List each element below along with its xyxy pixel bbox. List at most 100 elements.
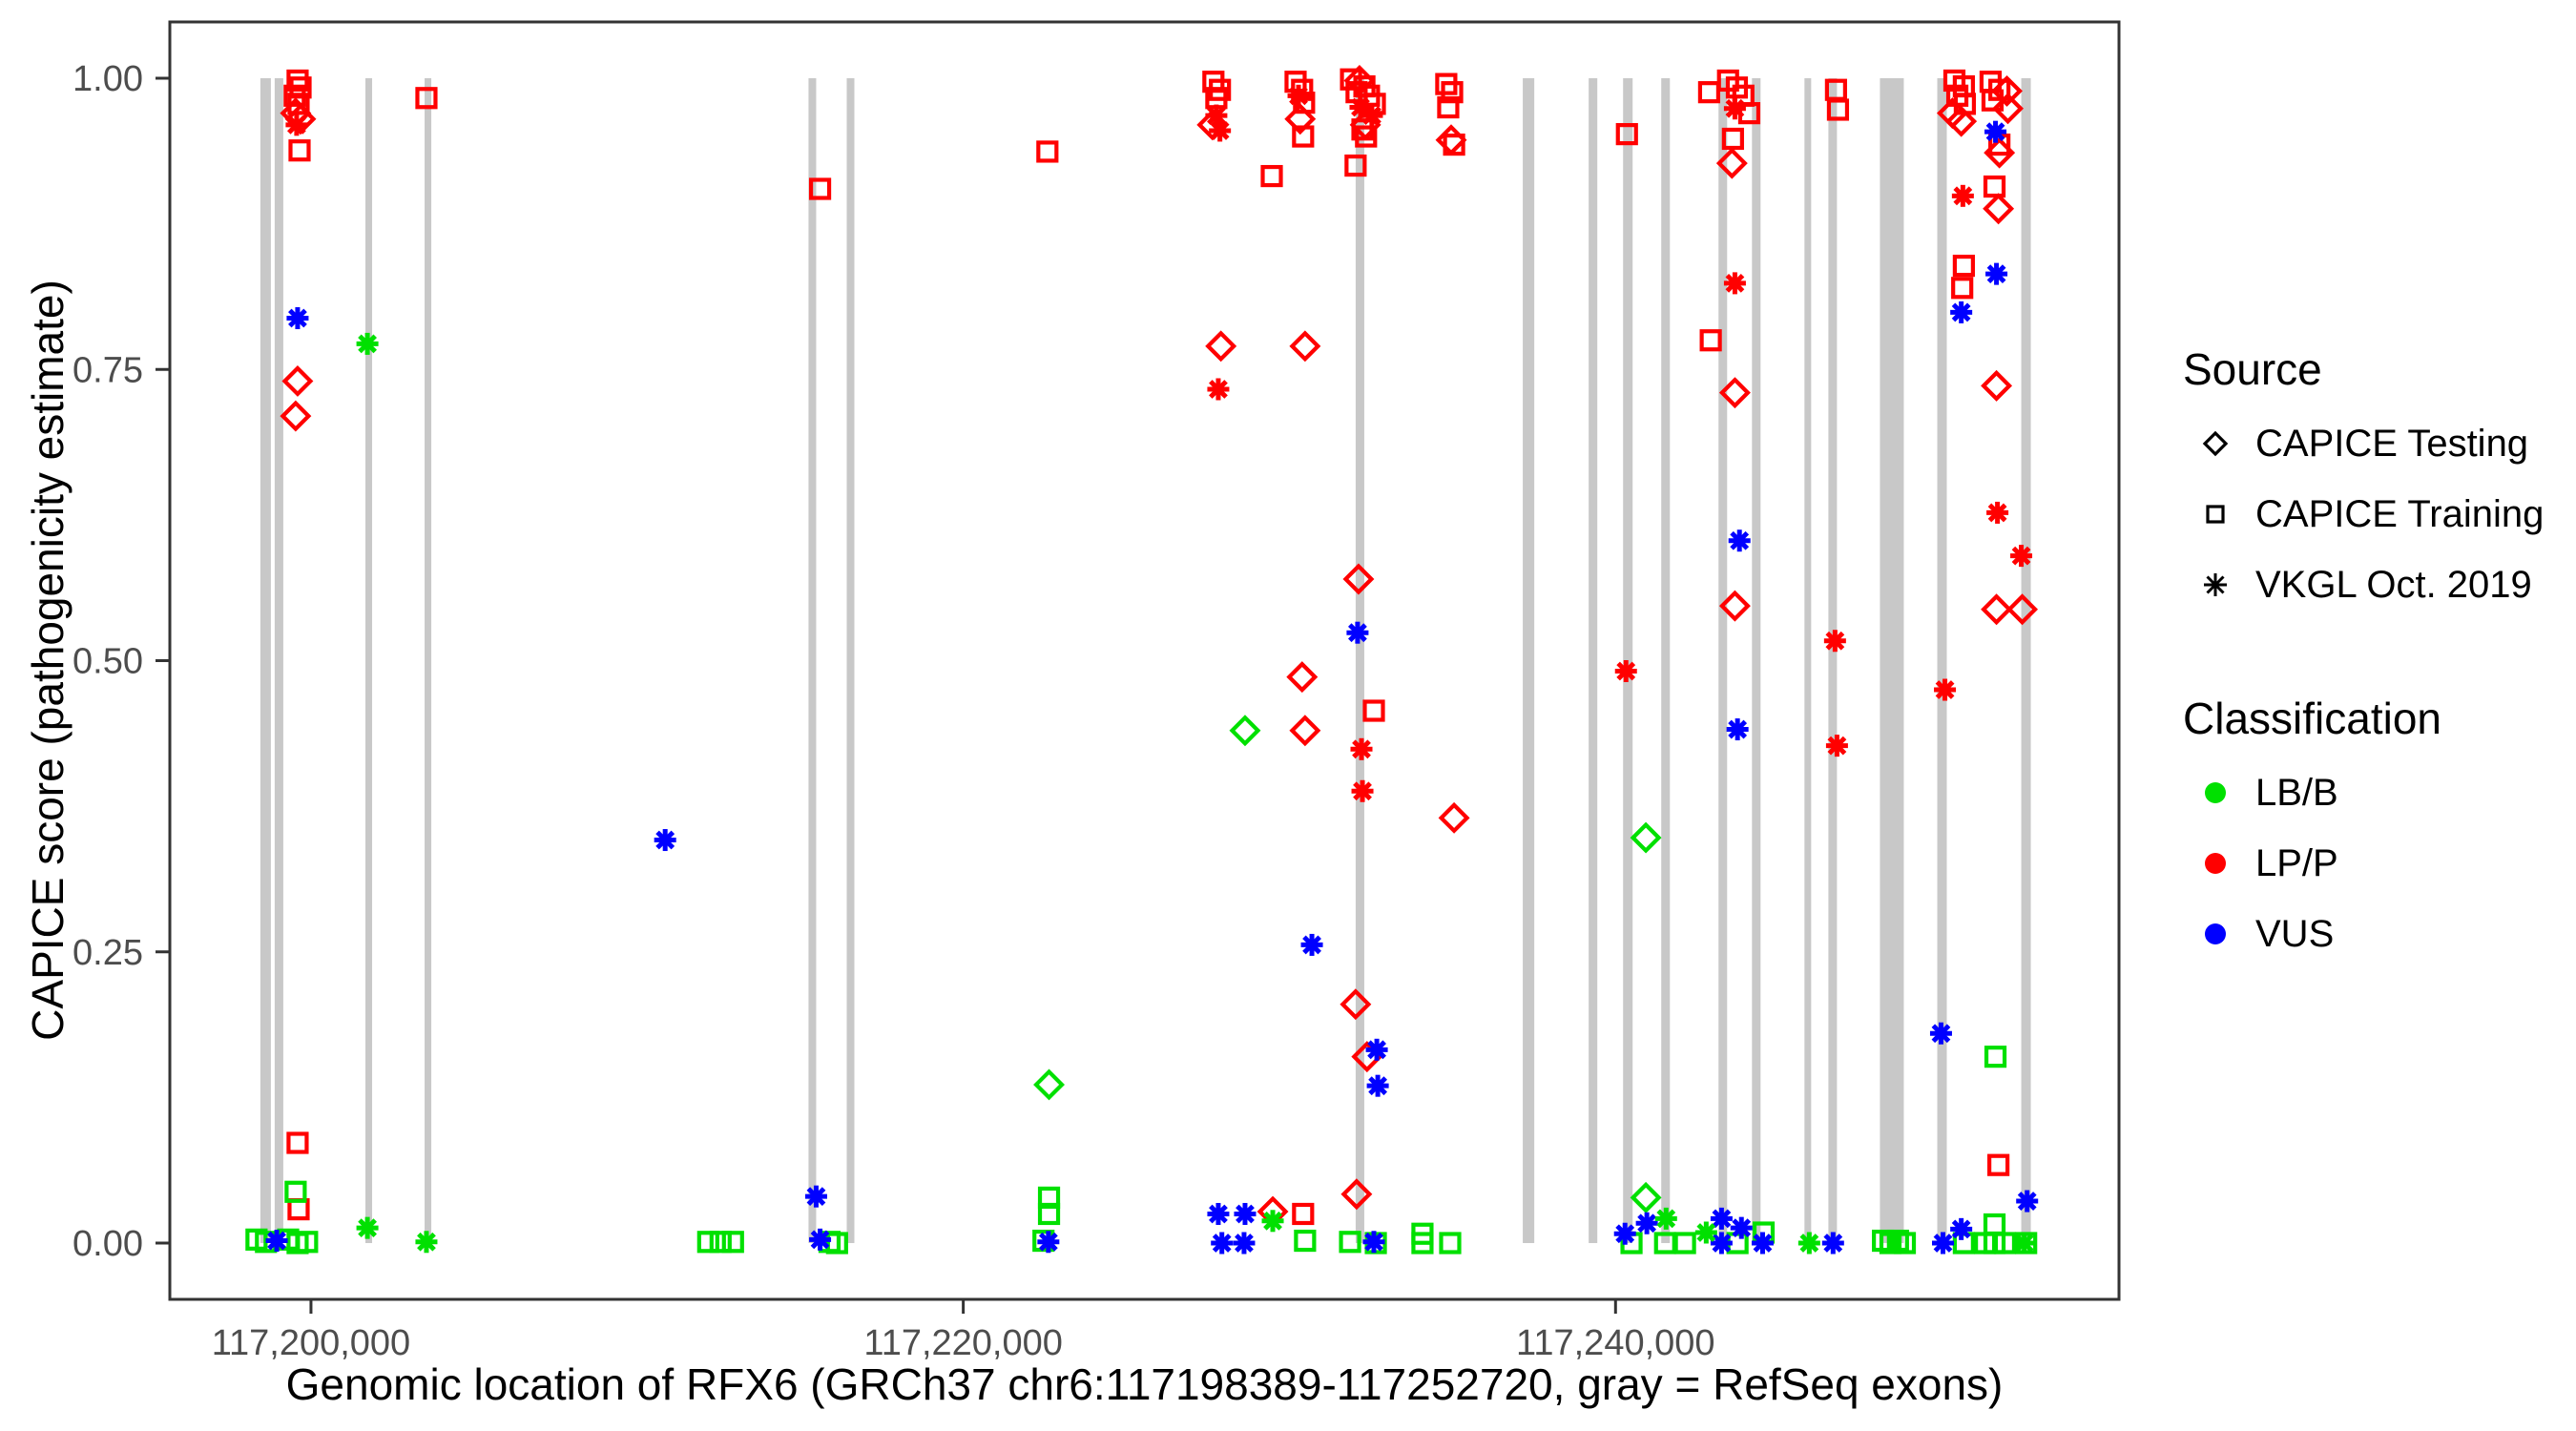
data-point-asterisk <box>1821 1232 1844 1255</box>
data-point-asterisk <box>1635 1212 1658 1234</box>
exon-bar <box>1828 78 1838 1243</box>
data-point-square <box>1983 1213 2006 1236</box>
data-point-asterisk <box>1823 630 1846 653</box>
data-point-square <box>1952 254 1975 278</box>
data-point-asterisk <box>1797 1232 1820 1255</box>
legend-item-vus: VUS <box>2183 910 2574 958</box>
data-point-diamond <box>1630 821 1662 854</box>
y-tick-label: 1.00 <box>73 59 143 99</box>
exon-bar <box>1661 78 1671 1243</box>
data-point-asterisk <box>1366 1074 1389 1097</box>
data-point-asterisk <box>1710 1207 1733 1230</box>
data-point-diamond <box>1289 715 1321 747</box>
exon-bar <box>260 78 271 1243</box>
data-point-diamond <box>280 400 312 432</box>
data-point-diamond <box>1343 64 1376 96</box>
exon-bar <box>1589 78 1598 1243</box>
data-point-asterisk <box>1350 737 1373 760</box>
data-point-asterisk <box>1037 1231 1060 1254</box>
data-point-asterisk <box>1985 262 2008 285</box>
data-point-asterisk <box>1287 84 1310 107</box>
data-point-diamond <box>1033 1068 1065 1101</box>
plot-panel-border <box>168 20 2121 1301</box>
data-point-square <box>296 1231 319 1254</box>
y-tick-label: 0.00 <box>73 1224 143 1264</box>
data-point-square <box>1615 123 1638 146</box>
data-point-square <box>1339 1231 1361 1254</box>
data-point-diamond <box>1340 1178 1373 1211</box>
data-point-square <box>808 177 832 200</box>
y-tick-label: 0.25 <box>73 933 143 973</box>
data-point-diamond <box>1945 105 1978 137</box>
data-point-asterisk <box>1207 1202 1230 1225</box>
y-tick-label: 0.50 <box>73 642 143 682</box>
exon-bar <box>808 78 817 1243</box>
data-point-asterisk <box>1723 97 1746 120</box>
data-point-asterisk <box>1362 1231 1385 1254</box>
data-point-asterisk <box>1351 779 1374 802</box>
data-point-asterisk <box>1751 1232 1774 1255</box>
square-icon <box>2183 495 2248 533</box>
data-point-asterisk <box>1211 1232 1234 1255</box>
data-point-asterisk <box>415 1231 438 1254</box>
data-point-square <box>721 1231 744 1254</box>
y-tick-label: 0.75 <box>73 350 143 390</box>
exon-bar <box>274 78 283 1243</box>
data-point-square <box>1292 1202 1315 1226</box>
data-point-square <box>1441 81 1464 104</box>
data-point-square <box>1439 1232 1462 1255</box>
legend-item-label: VUS <box>2255 912 2335 955</box>
data-point-asterisk <box>356 1216 379 1239</box>
exon-bar <box>1523 78 1535 1243</box>
legend-source-title: Source <box>2183 344 2322 394</box>
data-point-asterisk <box>1261 1210 1284 1233</box>
data-point-diamond <box>1991 74 2023 107</box>
data-point-asterisk <box>1730 1216 1753 1239</box>
x-tick-label: 117,240,000 <box>1516 1323 1715 1363</box>
data-point-asterisk <box>285 114 308 136</box>
lpp-dot-icon <box>2183 844 2248 882</box>
x-tick-label: 117,200,000 <box>212 1323 411 1363</box>
data-point-square <box>1355 125 1378 148</box>
data-point-asterisk <box>809 1228 832 1251</box>
data-point-square <box>1886 1229 1909 1253</box>
data-point-asterisk <box>1613 1222 1636 1245</box>
data-point-diamond <box>1435 124 1467 156</box>
asterisk-icon <box>2183 566 2248 604</box>
data-point-square <box>288 139 311 162</box>
data-point-asterisk <box>1300 933 1323 956</box>
legend-item-lbb: LB/B <box>2183 769 2574 817</box>
data-point-square <box>1437 95 1460 119</box>
legend: Source CAPICE Testing CAPICE Training VK… <box>2183 343 2574 981</box>
data-point-asterisk <box>1825 735 1848 757</box>
exon-bar <box>1937 78 1947 1243</box>
data-point-square <box>1260 164 1283 188</box>
data-point-asterisk <box>1932 1232 1955 1255</box>
data-point-diamond <box>1289 330 1321 363</box>
data-point-square <box>696 1231 719 1254</box>
data-point-square <box>1952 1232 1975 1255</box>
data-point-asterisk <box>2016 1190 2039 1213</box>
data-point-square <box>1037 1202 1061 1226</box>
data-point-square <box>1983 175 2006 198</box>
data-point-asterisk <box>1234 1202 1257 1225</box>
legend-item-vkgl: VKGL Oct. 2019 <box>2183 561 2574 609</box>
data-point-asterisk <box>1934 678 1957 701</box>
data-point-diamond <box>1229 715 1261 747</box>
data-point-square <box>284 1180 307 1203</box>
legend-item-label: LP/P <box>2255 841 2338 884</box>
data-point-asterisk <box>1365 1038 1388 1061</box>
data-point-diamond <box>1286 661 1319 694</box>
data-point-diamond <box>1981 369 2013 402</box>
data-point-asterisk <box>1209 119 1232 142</box>
data-point-asterisk <box>265 1230 288 1253</box>
data-point-asterisk <box>804 1185 827 1208</box>
data-point-square <box>1721 127 1744 151</box>
data-point-square <box>1826 98 1850 121</box>
data-point-diamond <box>1438 801 1470 834</box>
data-point-square <box>287 1197 310 1221</box>
legend-item-capice-testing: CAPICE Testing <box>2183 420 2574 467</box>
data-point-square <box>709 1231 732 1254</box>
data-point-asterisk <box>356 332 379 355</box>
